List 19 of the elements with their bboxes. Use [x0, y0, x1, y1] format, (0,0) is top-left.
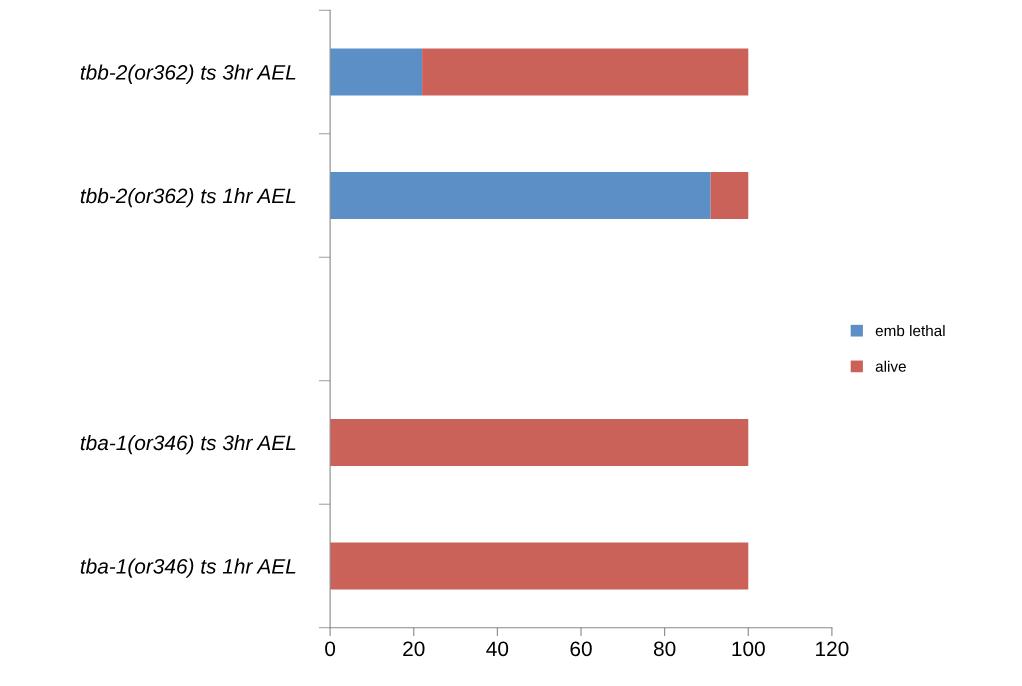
y-tick-label: tbb-2(or362) ts 3hr AEL — [80, 64, 296, 84]
x-tick-label: 0 — [325, 641, 336, 657]
bar — [330, 172, 711, 219]
bar — [710, 172, 749, 219]
bar — [330, 542, 749, 590]
legend-label: emb lethal — [875, 324, 945, 337]
y-tick-label: tba-1(or346) ts 1hr AEL — [80, 558, 296, 578]
x-tick-label: 20 — [403, 641, 425, 657]
legend-label: alive — [875, 360, 906, 372]
x-tick-label: 100 — [732, 641, 765, 657]
x-tick-label: 80 — [653, 641, 676, 657]
bar — [330, 48, 423, 96]
y-tick-label: tba-1(or346) ts 3hr AEL — [80, 434, 296, 455]
x-tick-label: 120 — [816, 641, 849, 657]
x-tick-label: 40 — [486, 641, 509, 657]
bar — [422, 48, 749, 96]
y-tick-label: tbb-2(or362) ts 1hr AEL — [80, 187, 296, 208]
x-tick-label: 60 — [570, 641, 592, 657]
bar — [330, 419, 749, 466]
